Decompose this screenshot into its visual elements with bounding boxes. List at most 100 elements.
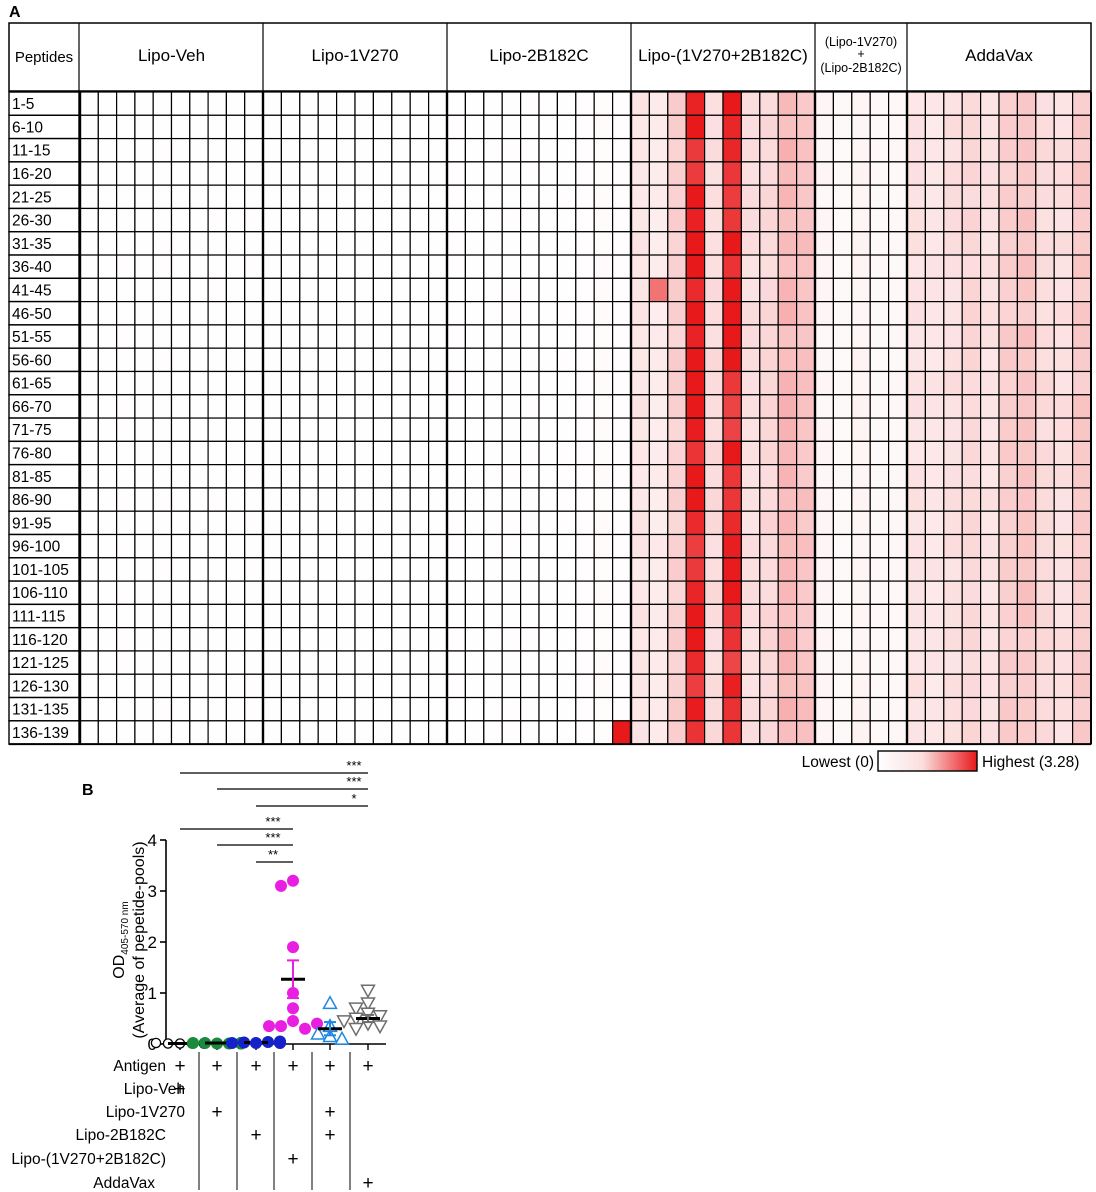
heatmap-cell <box>225 720 246 745</box>
heatmap-cell <box>575 207 595 233</box>
heatmap-cell <box>887 161 908 186</box>
heatmap-cell <box>1071 184 1092 210</box>
heatmap-cell <box>244 557 264 582</box>
heatmap-cell <box>207 603 228 629</box>
heatmap-cell <box>648 440 669 466</box>
heatmap-cell <box>575 231 595 256</box>
heatmap-cell <box>869 91 890 116</box>
heatmap-cell <box>483 347 503 373</box>
heatmap-cell <box>1053 91 1074 116</box>
heatmap-cell <box>207 580 228 605</box>
y-tick-label: 2 <box>148 933 157 952</box>
heatmap-cell <box>685 231 706 256</box>
heatmap-cell <box>189 440 209 466</box>
heatmap-cell <box>722 510 742 536</box>
heatmap-cell <box>409 347 430 373</box>
heatmap-cell <box>795 114 816 140</box>
heatmap-cell <box>1053 114 1074 140</box>
heatmap-cell <box>501 394 522 419</box>
heatmap-cell <box>961 207 982 233</box>
heatmap-cell <box>152 580 173 605</box>
y-tick-label: 1 <box>148 984 157 1003</box>
heatmap-cell <box>280 114 301 140</box>
heatmap-cell <box>906 277 926 303</box>
heatmap-cell <box>115 650 136 675</box>
heatmap-cell <box>814 464 834 489</box>
heatmap-cell <box>630 720 650 745</box>
data-point <box>287 874 299 887</box>
heatmap-cell <box>115 394 136 419</box>
heatmap-cell <box>170 696 191 722</box>
heatmap-cell <box>519 301 540 326</box>
heatmap-cell <box>354 487 374 512</box>
heatmap-cell <box>1016 557 1037 582</box>
heatmap-cell <box>961 301 982 326</box>
heatmap-cell <box>299 347 319 373</box>
heatmap-cell <box>575 114 595 140</box>
heatmap-cell <box>391 510 411 536</box>
heatmap-cell <box>538 370 558 396</box>
heatmap-cell <box>556 254 577 279</box>
heatmap-cell <box>998 301 1018 326</box>
heatmap-cell <box>887 720 908 745</box>
heatmap-cell <box>611 347 632 373</box>
heatmap-cell <box>1016 207 1037 233</box>
condition-plus: + <box>250 1056 261 1077</box>
heatmap-cell <box>280 580 301 605</box>
heatmap-cell <box>832 254 853 279</box>
heatmap-cell <box>336 510 356 536</box>
heatmap-cell <box>703 137 724 163</box>
heatmap-cell <box>906 301 926 326</box>
heatmap-cell <box>1035 464 1055 489</box>
heatmap-cell <box>1053 301 1074 326</box>
heatmap-cell <box>943 91 963 116</box>
heatmap-cell <box>483 231 503 256</box>
heatmap-cell <box>207 533 228 559</box>
heatmap-cell <box>556 580 577 605</box>
heatmap-cell <box>317 557 338 582</box>
heatmap-cell <box>189 464 209 489</box>
heatmap-cell <box>814 696 834 722</box>
heatmap-cell <box>299 603 319 629</box>
heatmap-cell <box>354 207 374 233</box>
heatmap-cell <box>262 580 282 605</box>
heatmap-cell <box>869 720 890 745</box>
heatmap-cell <box>538 696 558 722</box>
heatmap-cell <box>464 184 485 210</box>
heatmap-cell <box>446 91 466 116</box>
heatmap-cell <box>280 161 301 186</box>
heatmap-cell <box>795 277 816 303</box>
heatmap-cell <box>501 510 522 536</box>
heatmap-cell <box>906 347 926 373</box>
heatmap-cell <box>1071 510 1092 536</box>
heatmap-cell <box>814 673 834 699</box>
heatmap-cell <box>391 301 411 326</box>
heatmap-cell <box>225 347 246 373</box>
heatmap-cell <box>446 720 466 745</box>
heatmap-cell <box>703 510 724 536</box>
heatmap-cell <box>869 394 890 419</box>
heatmap-cell <box>777 696 798 722</box>
heatmap-cell <box>189 696 209 722</box>
heatmap-cell <box>262 254 282 279</box>
heatmap-cell <box>795 254 816 279</box>
heatmap-cell <box>887 370 908 396</box>
heatmap-cell <box>391 184 411 210</box>
heatmap-cell <box>832 231 853 256</box>
heatmap-cell <box>391 627 411 652</box>
heatmap-cell <box>722 603 742 629</box>
heatmap-cell <box>795 324 816 349</box>
heatmap-cell <box>189 533 209 559</box>
heatmap-cell <box>428 417 448 442</box>
heatmap-cell <box>464 161 485 186</box>
heatmap-cell <box>336 347 356 373</box>
heatmap-cell <box>170 347 191 373</box>
data-point <box>348 1002 364 1017</box>
heatmap-cell <box>464 464 485 489</box>
heatmap-cell <box>851 440 871 466</box>
heatmap-cell <box>446 254 466 279</box>
heatmap-cell <box>630 603 650 629</box>
heatmap-cell <box>851 603 871 629</box>
heatmap-cell <box>189 627 209 652</box>
heatmap-cell <box>795 347 816 373</box>
